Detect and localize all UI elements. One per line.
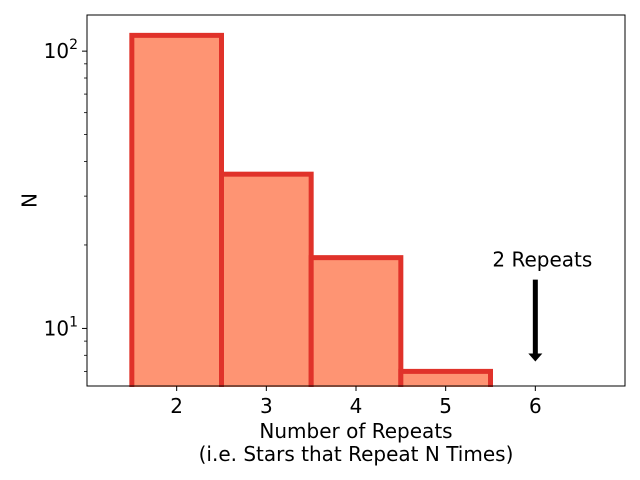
x-tick-label: 3 — [260, 394, 273, 418]
axis-mask — [77, 387, 635, 399]
y-axis-label: N — [18, 193, 42, 208]
x-axis-label-line-2: (i.e. Stars that Repeat N Times) — [199, 442, 514, 466]
annotation-text: 2 Repeats — [492, 248, 592, 272]
annotation-arrow-head — [528, 353, 543, 362]
x-tick-label: 2 — [170, 394, 183, 418]
annotation-layer: 2 Repeats — [492, 248, 592, 362]
y-axis: 101 102 — [44, 37, 87, 372]
x-tick-label: 4 — [350, 394, 363, 418]
x-axis-label-line-1: Number of Repeats — [259, 419, 452, 443]
histogram-bar — [308, 255, 404, 397]
y-tick-label: 101 — [44, 314, 78, 340]
histogram-bar — [129, 32, 224, 397]
y-tick-label: 102 — [44, 37, 78, 63]
x-tick-label: 5 — [439, 394, 452, 418]
bars-layer — [77, 32, 635, 399]
x-tick-label: 6 — [529, 394, 542, 418]
x-axis: 2 3 4 5 6 — [170, 386, 542, 418]
histogram-bar — [219, 171, 314, 397]
